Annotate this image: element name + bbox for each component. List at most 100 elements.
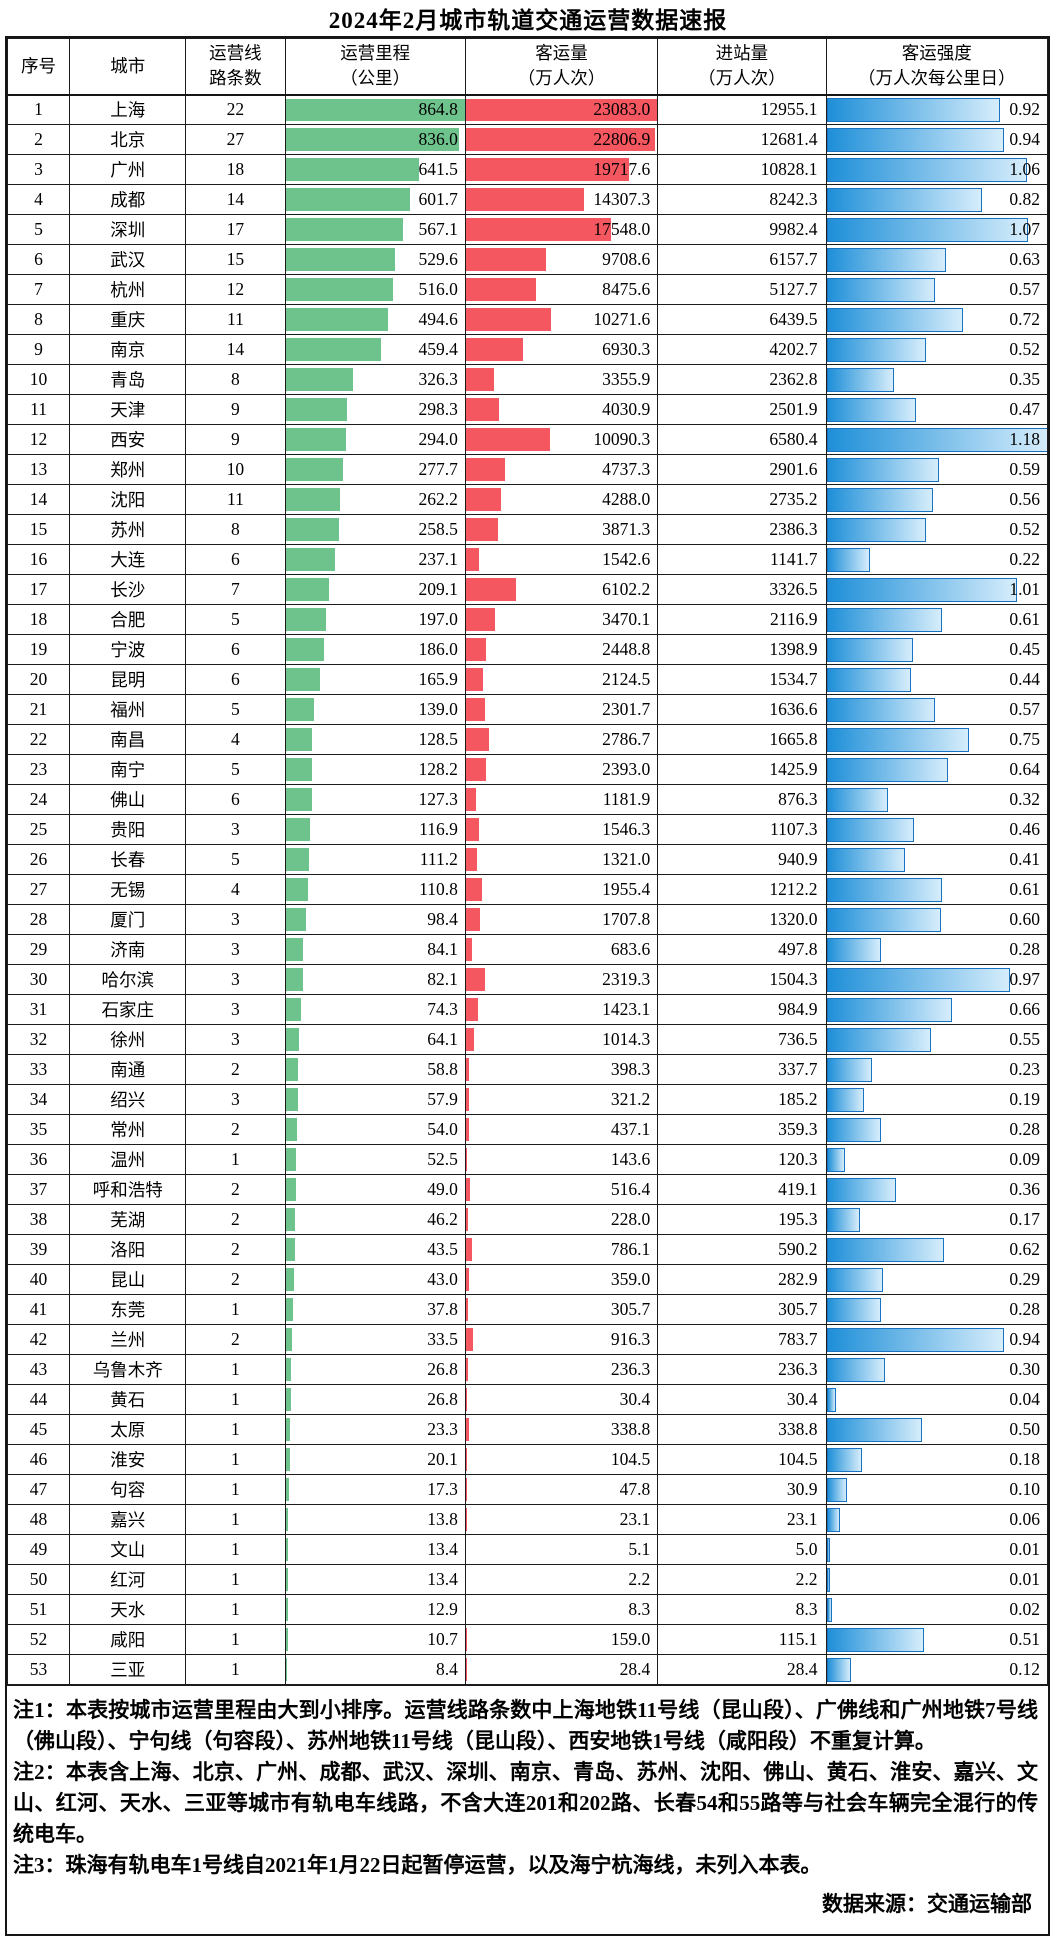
blue-data-bar <box>827 1357 885 1382</box>
blue-data-bar <box>827 98 1001 122</box>
table-row: 34 绍兴 3 57.9 321.2 185.2 0.19 <box>6 1084 1049 1115</box>
passenger-cell-value: 9708.6 <box>602 249 651 269</box>
lines-cell: 5 <box>185 604 286 635</box>
city-cell: 淮安 <box>69 1444 187 1475</box>
entries-cell: 12955.1 <box>657 94 827 125</box>
intensity-cell-value: 0.59 <box>1009 459 1040 479</box>
passenger-cell: 14307.3 <box>464 184 659 215</box>
passenger-cell: 8475.6 <box>464 274 659 305</box>
lines-cell: 1 <box>185 1534 286 1565</box>
passenger-cell: 6930.3 <box>464 334 659 365</box>
passenger-cell: 30.4 <box>464 1384 659 1415</box>
intensity-cell-value: 0.09 <box>1009 1149 1040 1169</box>
lines-cell: 1 <box>185 1564 286 1595</box>
intensity-cell-value: 0.97 <box>1009 969 1040 989</box>
intensity-cell-value: 0.18 <box>1009 1449 1040 1469</box>
lines-cell: 10 <box>185 454 286 485</box>
green-data-bar <box>286 1388 292 1411</box>
passenger-cell: 437.1 <box>464 1114 659 1145</box>
table-row: 6 武汉 15 529.6 9708.6 6157.7 0.63 <box>6 244 1049 275</box>
intensity-cell: 0.04 <box>825 1384 1049 1415</box>
table-row: 15 苏州 8 258.5 3871.3 2386.3 0.52 <box>6 514 1049 545</box>
red-data-bar <box>466 308 551 331</box>
table-row: 3 广州 18 641.5 19717.6 10828.1 1.06 <box>6 154 1049 185</box>
lines-cell: 22 <box>185 94 286 125</box>
rank-cell: 51 <box>6 1594 71 1625</box>
passenger-cell: 2319.3 <box>464 964 659 995</box>
intensity-cell-value: 0.23 <box>1009 1059 1040 1079</box>
blue-data-bar <box>827 127 1005 152</box>
mileage-cell-value: 836.0 <box>418 129 458 149</box>
notes-section: 注1：本表按城市运营里程由大到小排序。运营线路条数中上海地铁11号线（昆山段）、… <box>7 1685 1048 1934</box>
mileage-cell: 567.1 <box>284 214 466 245</box>
intensity-cell: 0.36 <box>825 1174 1049 1205</box>
intensity-cell: 0.41 <box>825 844 1049 875</box>
passenger-cell-value: 23.1 <box>619 1509 651 1529</box>
passenger-cell-value: 19717.6 <box>593 159 651 179</box>
mileage-cell-value: 237.1 <box>418 549 458 569</box>
intensity-cell: 0.01 <box>825 1534 1049 1565</box>
column-header-city: 城市 <box>69 38 187 96</box>
lines-cell: 1 <box>185 1144 286 1175</box>
passenger-cell: 228.0 <box>464 1204 659 1235</box>
table-row: 49 文山 1 13.4 5.1 5.0 0.01 <box>6 1534 1049 1565</box>
intensity-cell: 0.75 <box>825 724 1049 755</box>
city-cell: 咸阳 <box>69 1624 187 1655</box>
mileage-cell-value: 298.3 <box>418 399 458 419</box>
entries-cell: 10828.1 <box>657 154 827 185</box>
passenger-cell-value: 2319.3 <box>602 969 651 989</box>
intensity-cell-value: 0.44 <box>1009 669 1040 689</box>
mileage-cell: 262.2 <box>284 484 466 515</box>
red-data-bar <box>466 368 494 391</box>
entries-cell: 8242.3 <box>657 184 827 215</box>
mileage-cell-value: 139.0 <box>418 699 458 719</box>
table-row: 26 长春 5 111.2 1321.0 940.9 0.41 <box>6 844 1049 875</box>
rank-cell: 15 <box>6 514 71 545</box>
city-cell: 三亚 <box>69 1654 187 1685</box>
green-data-bar <box>286 1088 298 1111</box>
header-row: 序号 城市 运营线 路条数 运营里程 （公里） 客运量 （万人次） 进站量 （万人次） 客运强度 （万… <box>6 38 1049 96</box>
green-data-bar <box>286 1448 290 1471</box>
passenger-cell-value: 30.4 <box>619 1389 651 1409</box>
red-data-bar <box>466 998 478 1021</box>
intensity-cell-value: 1.18 <box>1009 429 1040 449</box>
green-data-bar <box>286 128 459 151</box>
passenger-cell-value: 4737.3 <box>602 459 651 479</box>
green-data-bar <box>286 518 340 541</box>
red-data-bar <box>466 1028 475 1051</box>
intensity-cell-value: 0.32 <box>1009 789 1040 809</box>
data-source: 数据来源：交通运输部 <box>822 1892 1032 1917</box>
green-data-bar <box>286 1658 288 1681</box>
mileage-cell: 26.8 <box>284 1354 466 1385</box>
entries-cell: 497.8 <box>657 934 827 965</box>
passenger-cell-value: 8475.6 <box>602 279 651 299</box>
entries-cell: 1398.9 <box>657 634 827 665</box>
intensity-cell-value: 0.62 <box>1009 1239 1040 1259</box>
lines-cell: 6 <box>185 544 286 575</box>
entries-cell: 1212.2 <box>657 874 827 905</box>
intensity-cell-value: 0.47 <box>1009 399 1040 419</box>
red-data-bar <box>466 878 483 901</box>
green-data-bar <box>286 938 303 961</box>
intensity-cell-value: 0.17 <box>1009 1209 1040 1229</box>
lines-cell: 17 <box>185 214 286 245</box>
city-cell: 武汉 <box>69 244 187 275</box>
blue-data-bar <box>827 1417 922 1442</box>
lines-cell: 1 <box>185 1504 286 1535</box>
red-data-bar <box>466 218 612 241</box>
passenger-cell: 23083.0 <box>464 94 659 125</box>
table-row: 43 乌鲁木齐 1 26.8 236.3 236.3 0.30 <box>6 1354 1049 1385</box>
entries-cell: 6580.4 <box>657 424 827 455</box>
lines-cell: 2 <box>185 1204 286 1235</box>
rank-cell: 1 <box>6 94 71 125</box>
lines-cell: 15 <box>185 244 286 275</box>
passenger-cell: 516.4 <box>464 1174 659 1205</box>
mileage-cell: 10.7 <box>284 1624 466 1655</box>
table-row: 30 哈尔滨 3 82.1 2319.3 1504.3 0.97 <box>6 964 1049 995</box>
rank-cell: 34 <box>6 1084 71 1115</box>
blue-data-bar <box>827 1387 836 1412</box>
passenger-cell: 28.4 <box>464 1654 659 1685</box>
blue-data-bar <box>827 367 894 392</box>
mileage-cell: 54.0 <box>284 1114 466 1145</box>
mileage-cell-value: 186.0 <box>418 639 458 659</box>
